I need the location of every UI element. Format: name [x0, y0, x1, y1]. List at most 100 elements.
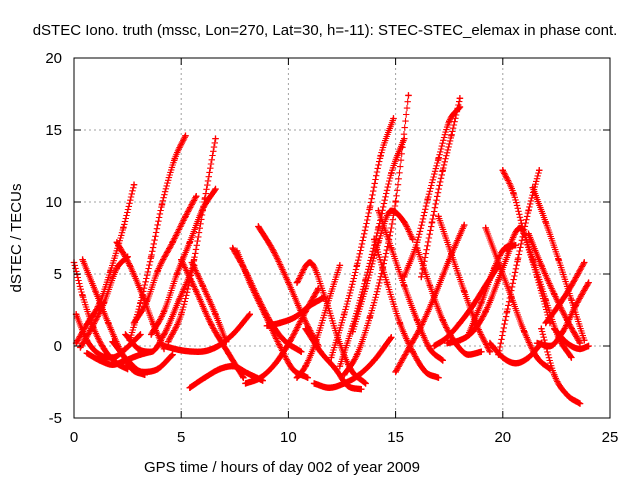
plus-markers — [529, 184, 588, 344]
data-point — [581, 259, 588, 266]
data-point — [77, 344, 84, 351]
y-tick-label: 5 — [54, 266, 62, 283]
data-point — [293, 279, 301, 286]
data-point — [559, 328, 567, 335]
data-point — [92, 288, 99, 295]
data-point — [362, 380, 369, 387]
data-point — [572, 302, 579, 309]
data-point — [461, 221, 468, 229]
data-point — [147, 253, 155, 260]
data-point — [302, 362, 309, 370]
data-point — [246, 311, 254, 318]
data-point — [199, 282, 206, 289]
data-point — [270, 247, 277, 255]
data-point — [109, 354, 116, 361]
data-point — [124, 357, 131, 364]
data-point — [439, 357, 446, 364]
data-point — [261, 311, 269, 318]
data-point — [430, 342, 438, 350]
data-point — [139, 292, 146, 299]
data-point — [310, 380, 318, 387]
data-point — [182, 132, 189, 139]
data-point — [340, 380, 348, 387]
data-point — [499, 354, 506, 361]
data-track — [188, 259, 230, 345]
data-point — [79, 292, 86, 299]
data-point — [212, 185, 219, 193]
data-point — [229, 362, 236, 370]
chart-title: dSTEC Iono. truth (mssc, Lon=270, Lat=30… — [33, 22, 618, 39]
y-tick-label: 10 — [45, 194, 62, 211]
data-point — [255, 223, 262, 230]
data-point — [233, 247, 241, 255]
data-point — [542, 218, 549, 226]
data-point — [456, 319, 464, 327]
data-point — [122, 345, 129, 353]
data-point — [555, 302, 562, 309]
data-point — [276, 342, 284, 350]
data-point — [120, 224, 127, 232]
data-point — [178, 347, 185, 354]
data-point — [392, 198, 399, 206]
data-point — [576, 345, 584, 353]
data-point — [186, 239, 193, 246]
data-point — [495, 351, 502, 358]
data-point — [377, 152, 384, 160]
data-point — [514, 256, 522, 263]
data-point — [508, 293, 515, 301]
data-point — [525, 207, 532, 214]
data-track — [375, 207, 446, 364]
data-point — [225, 350, 232, 357]
data-point — [246, 279, 254, 286]
data-point — [576, 400, 584, 407]
data-point — [461, 288, 468, 295]
data-point — [147, 348, 155, 355]
data-point — [536, 167, 543, 174]
data-point — [418, 273, 425, 281]
data-point — [169, 351, 176, 358]
data-series — [70, 92, 592, 407]
x-tick-label: 10 — [280, 429, 297, 446]
data-point — [521, 328, 528, 335]
data-track — [482, 224, 554, 373]
data-point — [340, 371, 348, 378]
data-point — [405, 92, 412, 99]
data-point — [448, 132, 455, 139]
data-point — [568, 282, 575, 289]
data-point — [443, 334, 451, 341]
data-point — [486, 339, 494, 347]
data-point — [448, 250, 455, 258]
data-point — [137, 331, 144, 338]
data-point — [306, 302, 314, 309]
data-point — [289, 365, 296, 373]
data-point — [87, 325, 95, 332]
data-point — [130, 181, 138, 188]
data-point — [409, 348, 416, 355]
data-track — [186, 362, 266, 391]
data-point — [388, 170, 395, 177]
data-point — [143, 298, 151, 305]
data-point — [188, 259, 196, 266]
data-track — [147, 185, 219, 338]
data-point — [300, 314, 307, 321]
plus-markers — [188, 259, 230, 345]
data-point — [298, 348, 305, 355]
data-point — [469, 302, 476, 309]
data-track — [160, 311, 254, 355]
data-point — [317, 348, 324, 355]
data-point — [100, 345, 108, 353]
data-point — [503, 308, 511, 315]
data-point — [482, 308, 489, 315]
data-point — [223, 338, 230, 345]
data-point — [439, 167, 446, 174]
x-tick-label: 20 — [494, 429, 511, 446]
plus-markers — [186, 363, 266, 391]
data-point — [478, 348, 485, 355]
data-point — [512, 360, 519, 367]
data-point — [195, 348, 202, 355]
data-track — [443, 242, 515, 347]
data-point — [465, 351, 472, 358]
data-track — [302, 325, 365, 393]
data-point — [358, 386, 365, 393]
y-tick-label: 15 — [45, 122, 62, 139]
